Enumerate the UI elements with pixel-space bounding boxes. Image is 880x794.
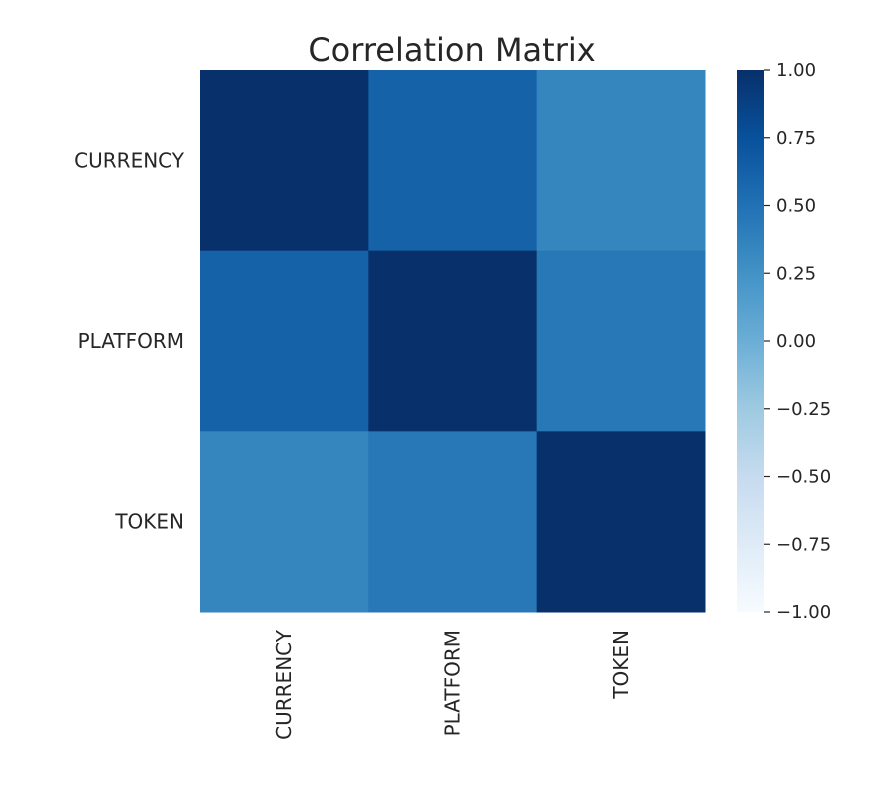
colorbar-tick-label: 1.00 xyxy=(776,60,816,81)
colorbar-gradient xyxy=(737,70,764,612)
heatmap-cell-currency-token xyxy=(536,70,706,252)
colorbar-tick-label: −1.00 xyxy=(776,602,831,623)
heatmap-cell-currency-platform xyxy=(368,70,538,252)
x-tick-label: TOKEN xyxy=(609,630,633,700)
x-tick-label: CURRENCY xyxy=(272,629,296,740)
colorbar-tick-label: −0.75 xyxy=(776,534,831,555)
heatmap-cell-token-token xyxy=(536,431,706,613)
colorbar-tick-label: 0.75 xyxy=(776,128,816,149)
heatmap-cell-currency-currency xyxy=(200,70,369,252)
heatmap-cell-platform-platform xyxy=(368,250,538,432)
x-tick-label: PLATFORM xyxy=(441,630,465,736)
heatmap-cell-token-currency xyxy=(200,431,369,613)
x-axis-tick-labels: CURRENCY PLATFORM TOKEN xyxy=(272,629,633,740)
heatmap-cells xyxy=(200,70,706,613)
colorbar-tick-label: 0.00 xyxy=(776,331,816,352)
y-axis-tick-labels: CURRENCY PLATFORM TOKEN xyxy=(74,148,185,533)
colorbar-tick-label: −0.25 xyxy=(776,399,831,420)
heatmap-cell-token-platform xyxy=(368,431,538,613)
y-tick-label: PLATFORM xyxy=(78,329,184,353)
heatmap-cell-platform-currency xyxy=(200,250,369,432)
colorbar: 1.00 0.75 0.50 0.25 0.00 −0.25 −0.50 −0.75 −1.00 xyxy=(737,60,831,623)
y-tick-label: CURRENCY xyxy=(74,148,185,172)
colorbar-tick-label: −0.50 xyxy=(776,467,831,488)
colorbar-tick-label: 0.50 xyxy=(776,196,816,217)
y-tick-label: TOKEN xyxy=(114,510,184,534)
colorbar-tick-label: 0.25 xyxy=(776,263,816,284)
colorbar-ticks: 1.00 0.75 0.50 0.25 0.00 −0.25 −0.50 −0.75 −1.00 xyxy=(764,60,831,623)
chart-title: Correlation Matrix xyxy=(308,31,595,69)
heatmap-cell-platform-token xyxy=(536,250,706,432)
